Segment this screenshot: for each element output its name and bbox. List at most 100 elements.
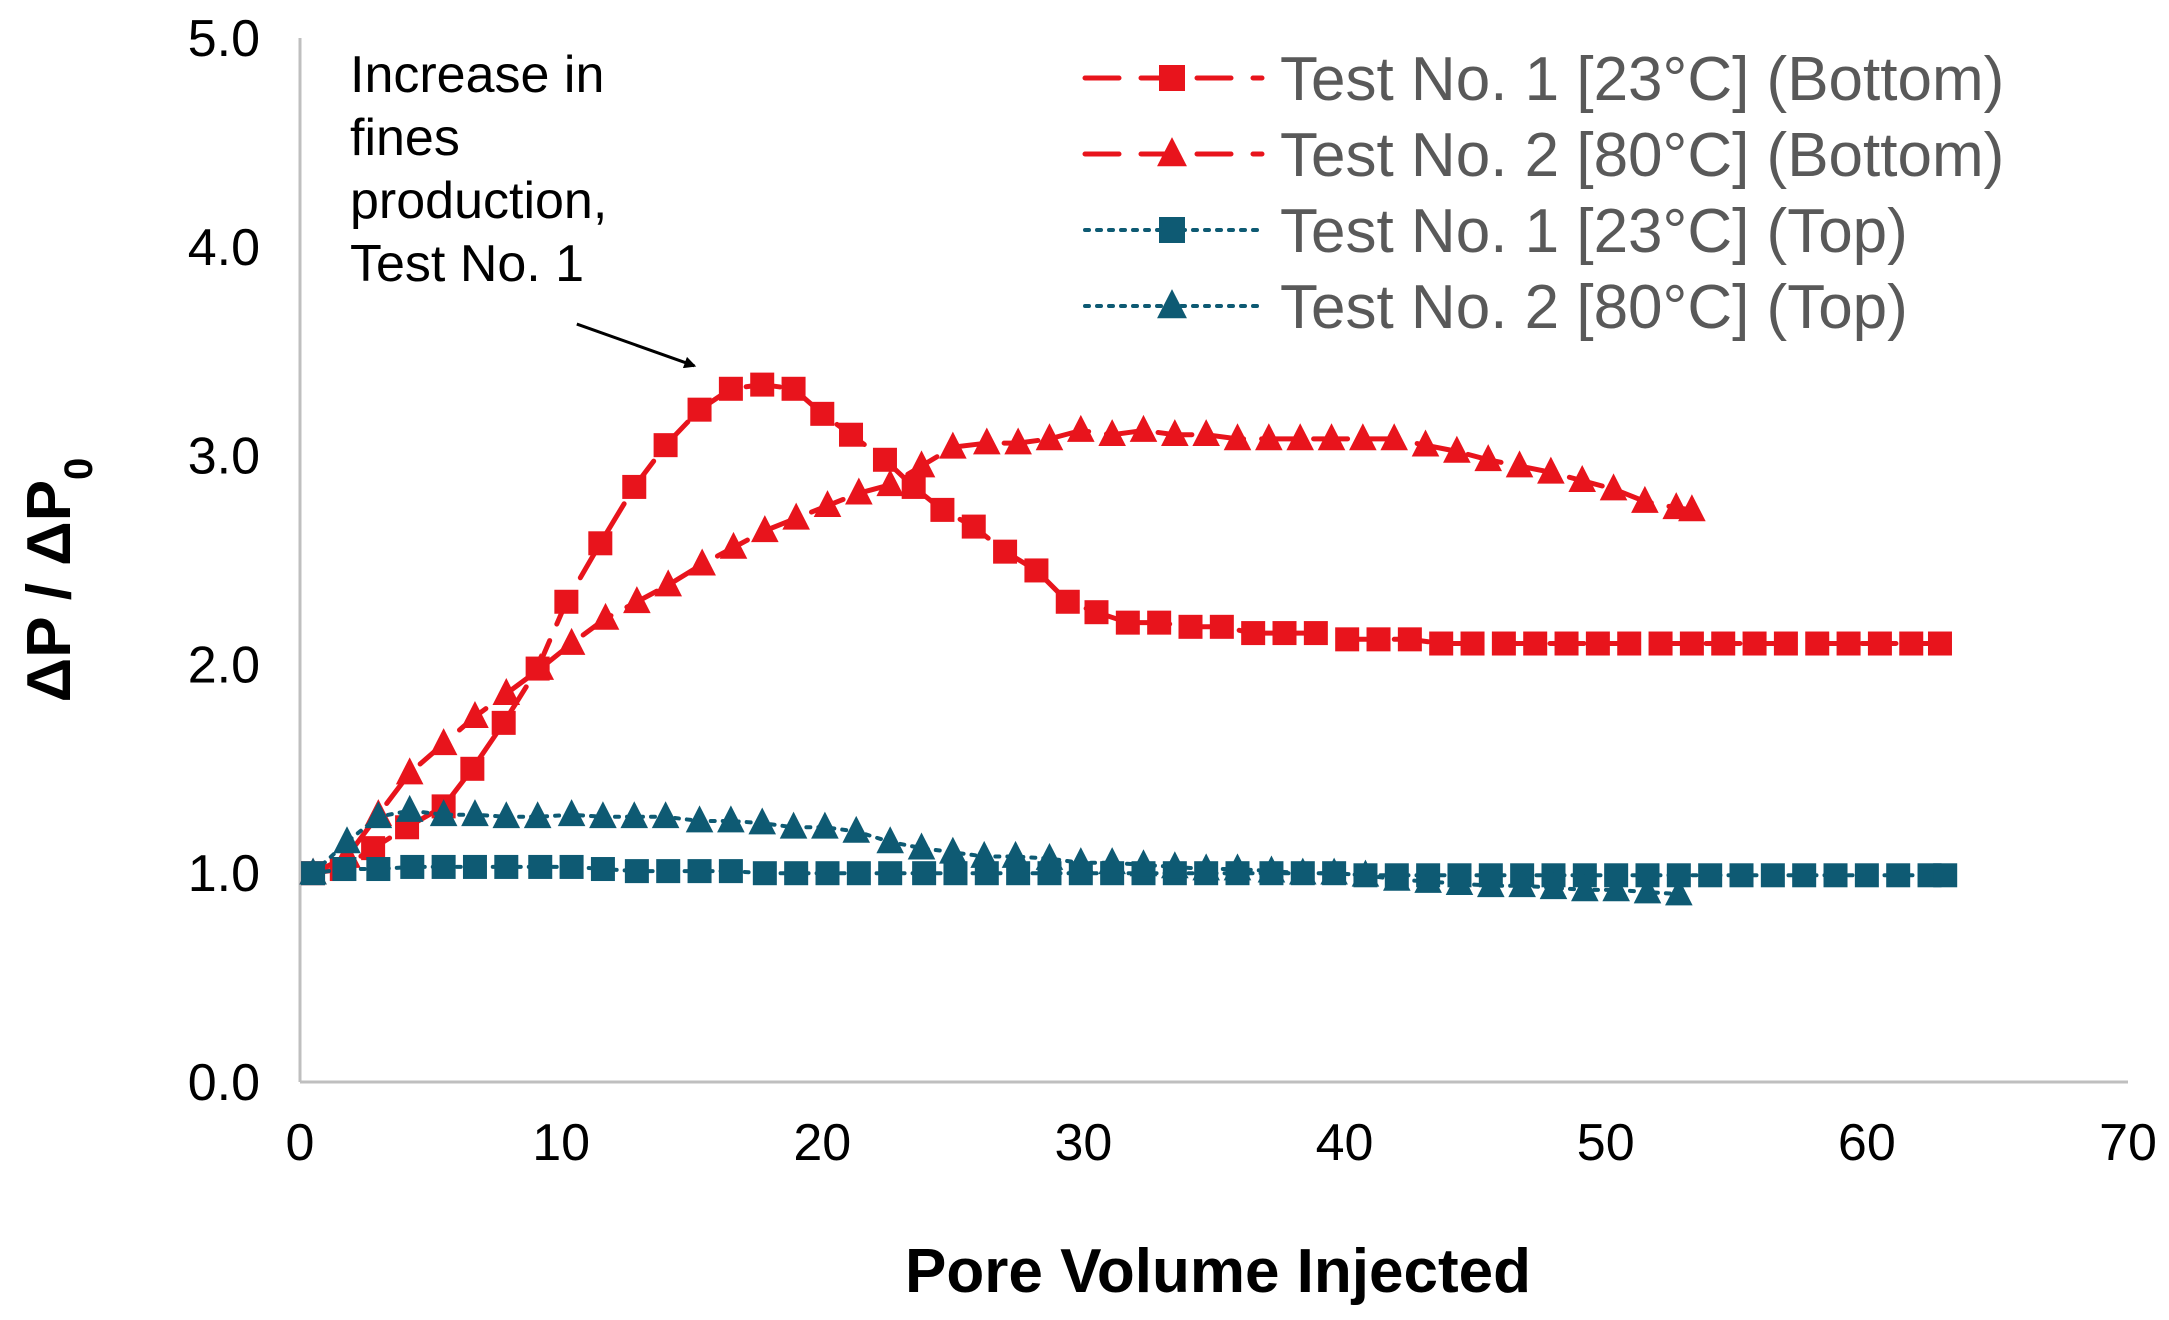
y-tick-label: 4.0 <box>188 219 260 277</box>
annotation-line-1: Increase in <box>350 46 604 104</box>
x-tick-label: 70 <box>2099 1114 2157 1172</box>
data-point <box>1098 419 1126 447</box>
data-point <box>1286 423 1314 451</box>
data-point <box>523 801 552 829</box>
data-point <box>1161 419 1189 447</box>
data-point <box>591 602 620 630</box>
data-point <box>1523 631 1548 656</box>
data-point <box>1411 429 1440 457</box>
data-point <box>554 589 579 614</box>
y-tick-labels: 0.0 1.0 2.0 3.0 4.0 5.0 <box>188 10 260 1112</box>
data-point <box>907 450 936 478</box>
data-point <box>1380 423 1408 451</box>
data-point <box>1599 473 1628 501</box>
legend-swatch-4 <box>1083 289 1264 319</box>
legend-item-2: Test No. 2 [80°C] (Bottom) <box>1082 121 2004 190</box>
data-point <box>1792 863 1817 888</box>
data-point <box>876 826 904 854</box>
data-point <box>1568 465 1597 492</box>
data-point <box>299 857 327 885</box>
data-point <box>1115 610 1140 635</box>
data-point <box>1508 870 1536 898</box>
data-point <box>1320 857 1348 885</box>
data-point <box>590 857 615 882</box>
data-point <box>1223 423 1252 451</box>
data-point <box>1443 435 1471 463</box>
series-2 <box>299 414 1706 885</box>
data-point <box>1899 631 1924 656</box>
annotation: Increase in fines production, Test No. 1 <box>350 46 697 369</box>
data-point <box>907 832 936 860</box>
legend-marker-3 <box>1159 217 1185 243</box>
data-point <box>429 728 458 756</box>
data-point <box>1178 614 1203 639</box>
data-point <box>589 801 617 829</box>
data-point <box>930 497 955 522</box>
data-point <box>400 854 425 879</box>
data-point <box>1445 868 1474 895</box>
data-point <box>1805 631 1830 656</box>
data-point <box>1351 859 1380 887</box>
data-point <box>1272 621 1297 646</box>
legend-item-1: Test No. 1 [23°C] (Bottom) <box>1082 45 2004 114</box>
data-point <box>810 401 835 426</box>
data-point <box>1161 851 1189 879</box>
data-point <box>1729 863 1754 888</box>
data-point <box>1585 631 1610 656</box>
data-point <box>364 801 393 829</box>
legend-marker-4 <box>1157 289 1187 319</box>
y-axis-title-sub: 0 <box>57 458 101 480</box>
data-point <box>1602 874 1630 902</box>
data-point <box>1886 863 1911 888</box>
data-point <box>687 859 712 884</box>
data-point <box>878 861 903 886</box>
data-point <box>970 840 998 868</box>
data-point <box>1288 857 1317 885</box>
data-point <box>1055 589 1080 614</box>
data-point <box>939 836 967 864</box>
data-point <box>1505 450 1534 478</box>
data-point <box>622 474 647 499</box>
data-point <box>1460 631 1485 656</box>
data-point <box>1414 865 1442 893</box>
data-point <box>462 854 487 879</box>
data-point <box>1429 631 1454 656</box>
data-point <box>1648 631 1673 656</box>
data-point <box>1067 847 1095 875</box>
data-point <box>624 859 649 884</box>
data-point <box>1867 631 1892 656</box>
data-point <box>815 861 840 886</box>
data-point <box>782 502 810 530</box>
data-point <box>1633 876 1662 904</box>
data-point <box>528 854 553 879</box>
data-point <box>1004 427 1032 455</box>
data-point <box>1129 849 1158 877</box>
data-point <box>1854 863 1879 888</box>
series-3 <box>301 854 1958 888</box>
data-point <box>1711 631 1736 656</box>
data-point <box>718 376 743 401</box>
data-point <box>494 854 519 879</box>
legend-item-3: Test No. 1 [23°C] (Top) <box>1083 197 1908 266</box>
data-point <box>750 372 775 397</box>
data-point <box>1035 423 1064 451</box>
data-point <box>1537 456 1565 484</box>
data-point <box>811 811 839 839</box>
data-point <box>492 678 521 705</box>
data-point <box>333 826 361 854</box>
data-point <box>623 586 651 614</box>
data-point <box>901 474 926 499</box>
data-point <box>872 447 897 472</box>
data-point <box>784 861 809 886</box>
data-point <box>1742 631 1767 656</box>
data-point <box>961 514 986 539</box>
data-point <box>1571 874 1599 902</box>
data-point <box>1084 600 1109 625</box>
data-point <box>395 794 424 822</box>
data-point <box>332 857 357 882</box>
data-point <box>1192 419 1220 447</box>
data-point <box>431 854 456 879</box>
data-point <box>651 801 680 829</box>
